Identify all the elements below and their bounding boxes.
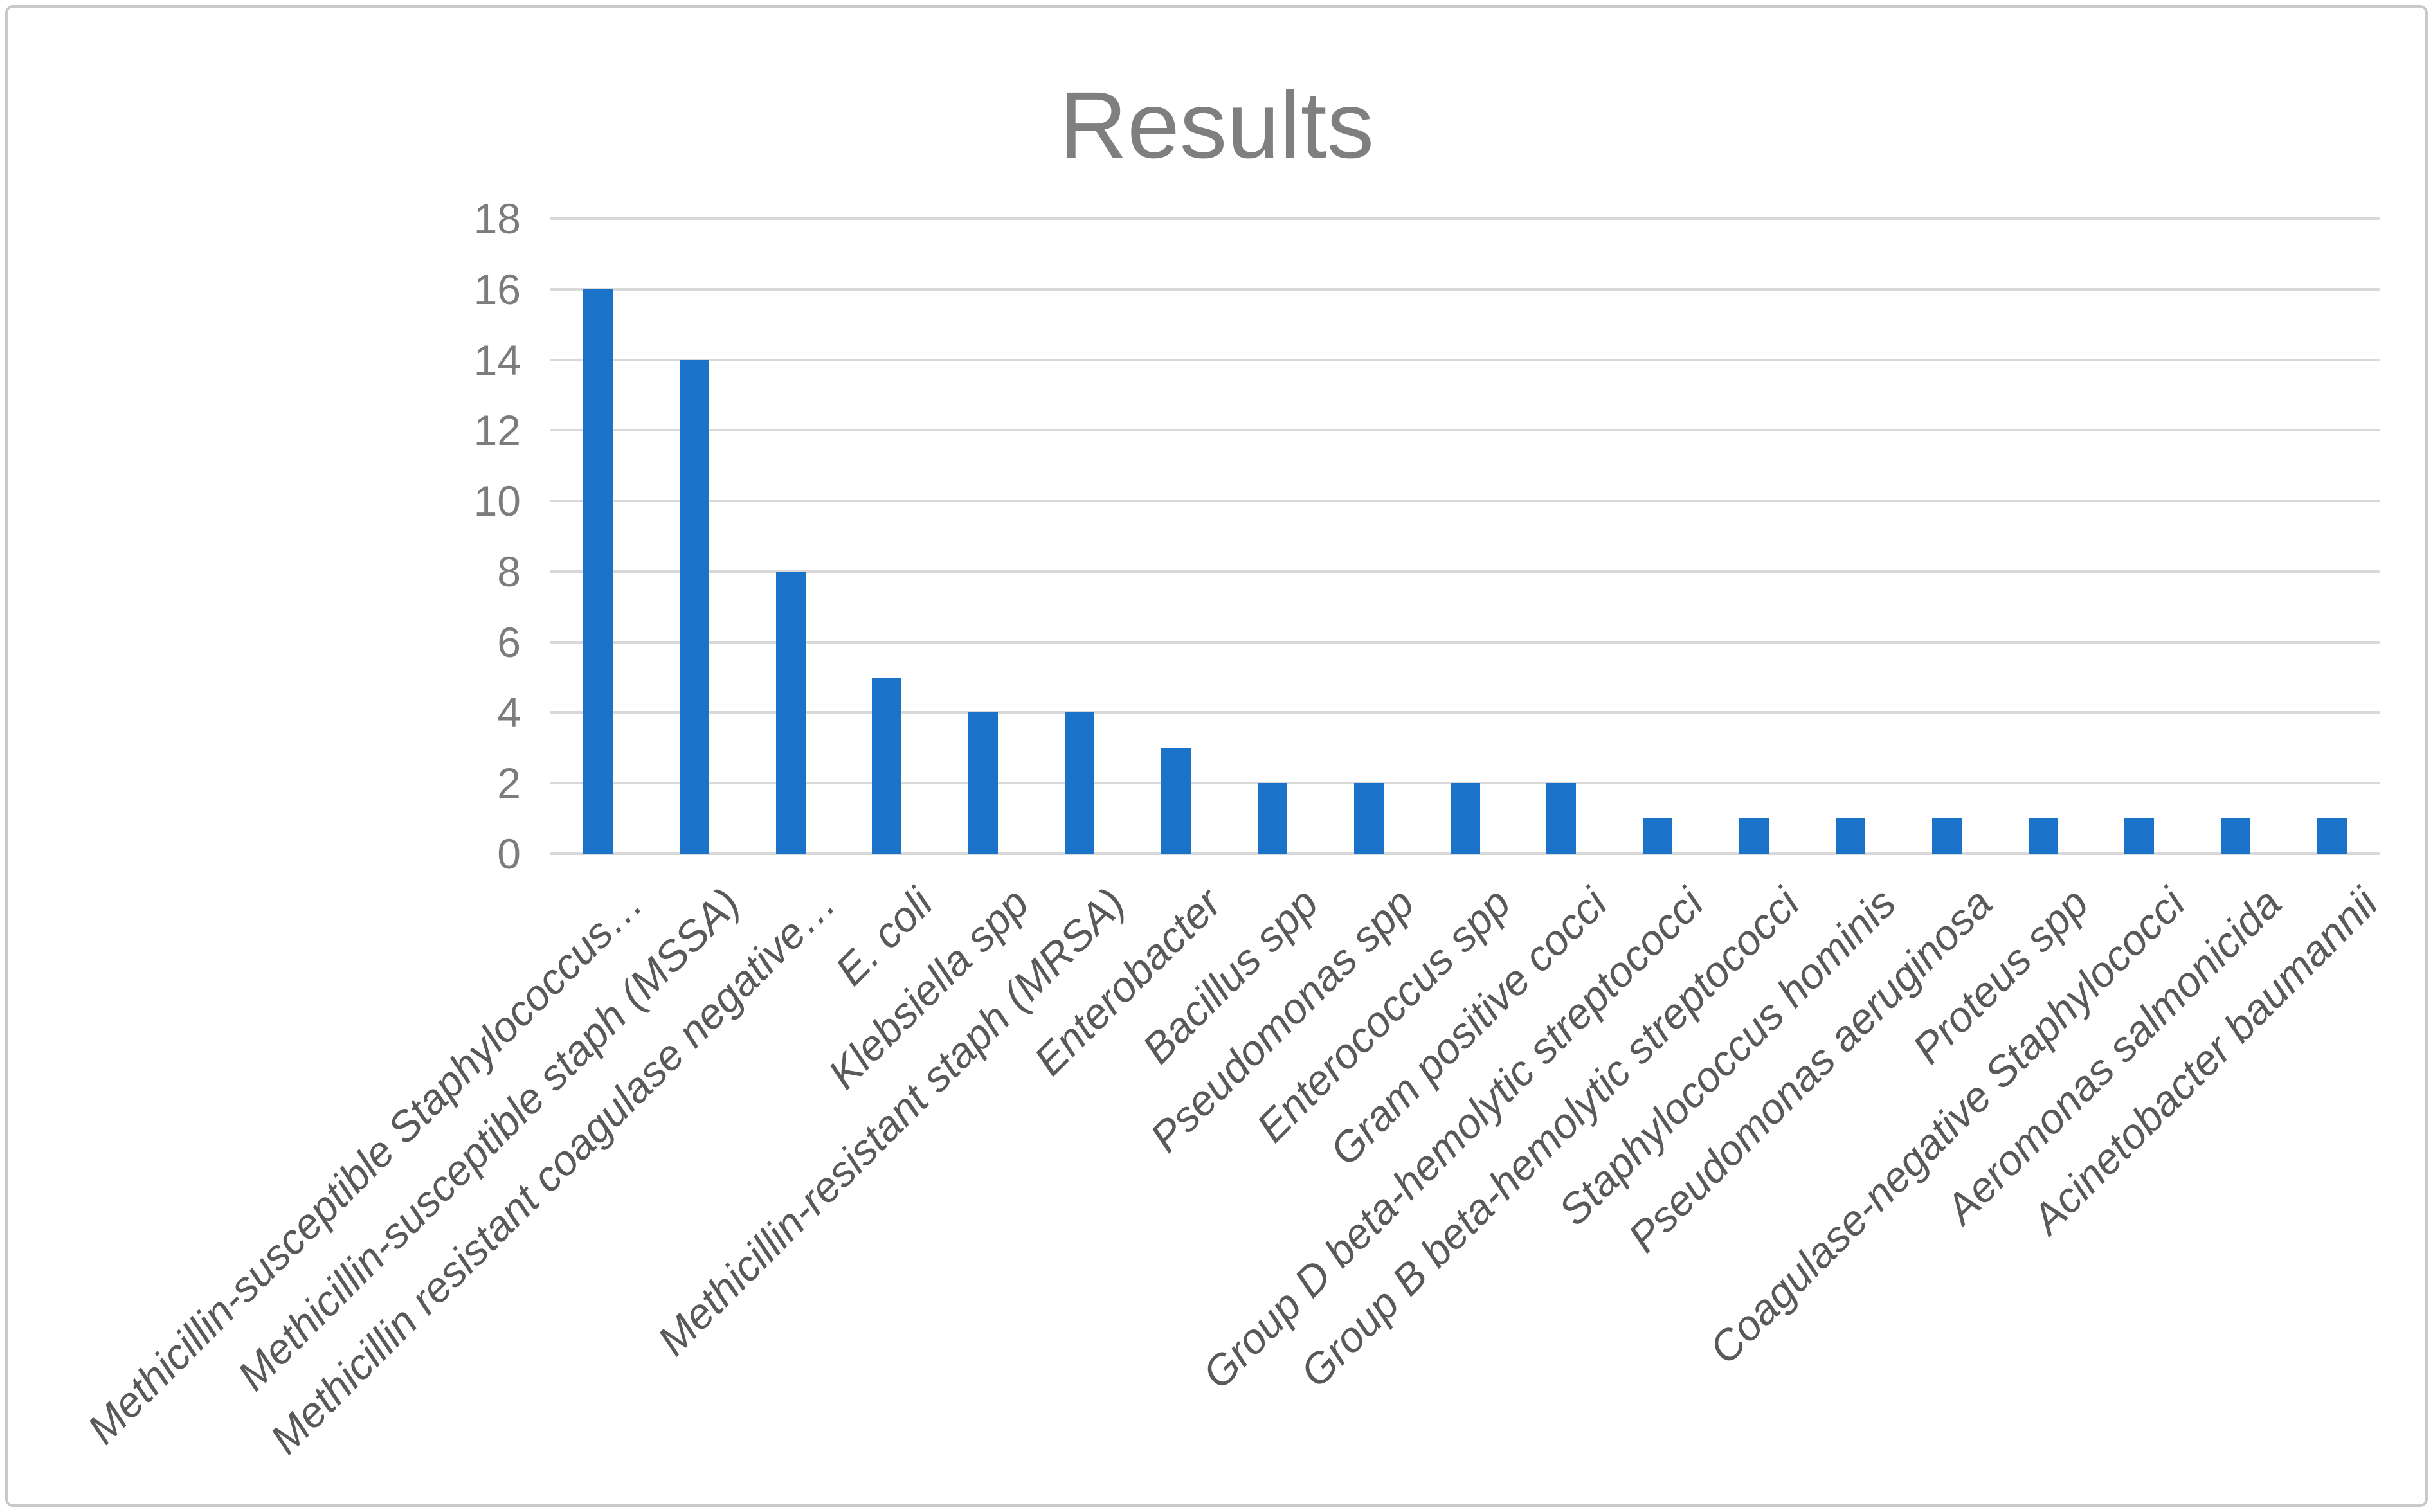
- bar: [968, 712, 999, 854]
- gridline: [550, 500, 2380, 503]
- gridline: [550, 640, 2380, 644]
- bar: [1065, 712, 1095, 854]
- gridline: [550, 287, 2380, 291]
- bar: [1257, 783, 1287, 854]
- y-axis-tick-label: 0: [497, 830, 521, 878]
- gridline: [550, 358, 2380, 361]
- y-axis-tick-label: 16: [473, 265, 521, 313]
- bar: [872, 677, 902, 854]
- y-axis-tick-label: 18: [473, 195, 521, 242]
- bar: [583, 289, 613, 854]
- bar: [1739, 818, 1769, 854]
- bar: [1931, 818, 1962, 854]
- chart-frame: Results 0 2 4 6 8 10 12 14 16 18 Methicillin-susc…: [5, 5, 2428, 1507]
- gridline: [550, 429, 2380, 432]
- gridline: [550, 217, 2380, 220]
- bar: [775, 571, 806, 854]
- gridline: [550, 711, 2380, 714]
- bar: [2221, 818, 2251, 854]
- y-axis-tick-label: 2: [497, 759, 521, 807]
- y-axis-tick-label: 4: [497, 688, 521, 737]
- bar: [1546, 783, 1577, 854]
- y-axis-tick-label: 14: [473, 336, 521, 384]
- bar: [1643, 818, 1673, 854]
- y-axis-tick-label: 8: [497, 547, 521, 595]
- bar: [1353, 783, 1384, 854]
- bar: [2028, 818, 2058, 854]
- chart-title: Results: [1058, 73, 1375, 178]
- y-axis-tick-label: 6: [497, 618, 521, 666]
- bar: [679, 359, 709, 854]
- bar: [2317, 818, 2347, 854]
- bar: [2124, 818, 2155, 854]
- bar: [1161, 748, 1191, 854]
- gridline: [550, 570, 2380, 573]
- bar: [1835, 818, 1865, 854]
- y-axis-tick-label: 10: [473, 477, 521, 525]
- gridline: [550, 852, 2380, 855]
- y-axis-tick-label: 12: [473, 406, 521, 455]
- bar: [1450, 783, 1480, 854]
